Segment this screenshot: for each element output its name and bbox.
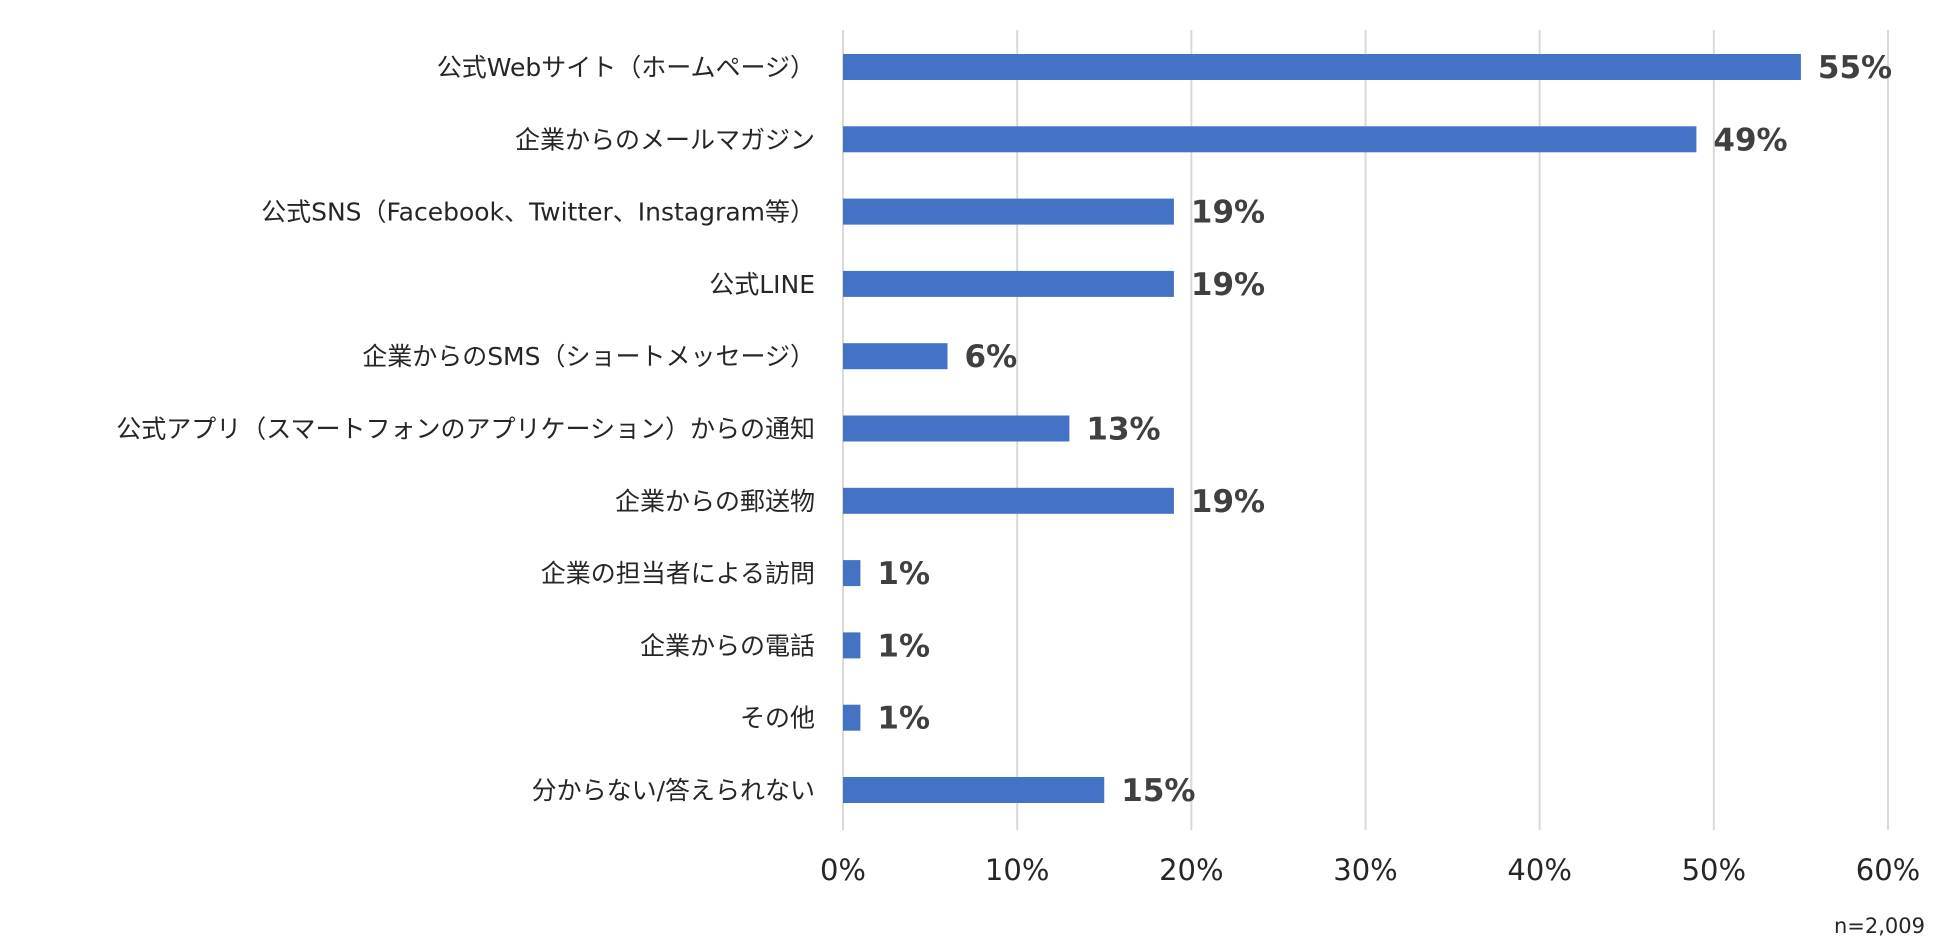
- x-tick-label: 30%: [1333, 853, 1397, 887]
- category-label: 公式SNS（Facebook、Twitter、Instagram等）: [261, 198, 815, 227]
- data-label: 19%: [1191, 195, 1265, 231]
- category-label: その他: [740, 704, 815, 733]
- x-tick-label: 40%: [1507, 853, 1571, 887]
- bar: [843, 560, 861, 587]
- bars: [843, 54, 1801, 803]
- data-label: 1%: [877, 628, 930, 664]
- data-label: 15%: [1121, 773, 1195, 809]
- bar: [843, 704, 861, 731]
- bar: [843, 487, 1174, 514]
- category-label: 分からない/答えられない: [532, 776, 815, 805]
- value-labels: 55% 49% 19% 19% 6% 13% 19% 1% 1% 1% 15%: [877, 50, 1892, 809]
- data-label: 55%: [1818, 50, 1892, 86]
- bar: [843, 270, 1174, 297]
- data-label: 49%: [1713, 122, 1787, 158]
- bar: [843, 126, 1697, 153]
- x-tick-label: 20%: [1159, 853, 1223, 887]
- category-label: 公式Webサイト（ホームページ）: [437, 53, 815, 82]
- x-axis-ticks: 0% 10% 20% 30% 40% 50% 60%: [820, 853, 1920, 887]
- category-label: 企業からのSMS（ショートメッセージ）: [362, 342, 815, 371]
- category-label: 企業からのメールマガジン: [515, 125, 815, 154]
- data-label: 6%: [965, 339, 1018, 375]
- category-label: 公式アプリ（スマートフォンのアプリケーション）からの通知: [116, 415, 815, 444]
- sample-size-note: n=2,009: [1834, 914, 1925, 938]
- bar: [843, 343, 948, 370]
- data-label: 1%: [877, 701, 930, 737]
- data-label: 19%: [1191, 267, 1265, 303]
- category-label: 企業からの郵送物: [615, 487, 815, 516]
- bar: [843, 415, 1070, 442]
- data-label: 1%: [877, 556, 930, 592]
- x-tick-label: 0%: [820, 853, 866, 887]
- category-label: 企業の担当者による訪問: [541, 559, 815, 588]
- x-tick-label: 10%: [985, 853, 1049, 887]
- gridlines: [842, 30, 1889, 830]
- data-label: 19%: [1191, 484, 1265, 520]
- bar: [843, 54, 1801, 80]
- x-tick-label: 50%: [1682, 853, 1746, 887]
- bar: [843, 198, 1174, 225]
- category-labels: 公式Webサイト（ホームページ） 企業からのメールマガジン公式SNS（Facebo…: [116, 53, 815, 805]
- category-label: 公式LINE: [709, 270, 815, 299]
- category-label: 企業からの電話: [640, 631, 815, 660]
- bar: [843, 777, 1105, 803]
- bar: [843, 632, 861, 659]
- x-tick-label: 60%: [1856, 853, 1920, 887]
- data-label: 13%: [1086, 412, 1160, 448]
